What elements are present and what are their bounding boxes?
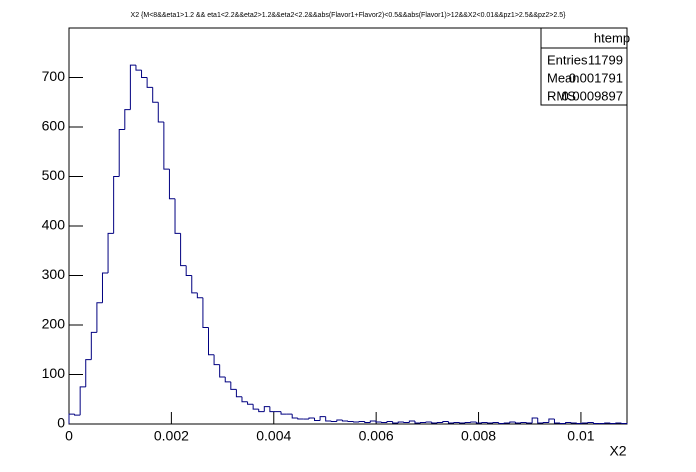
histogram-bin bbox=[369, 420, 376, 423]
y-tick-label: 200 bbox=[42, 316, 66, 332]
histogram-bin bbox=[414, 421, 421, 424]
histogram-bin bbox=[297, 418, 304, 420]
histogram-bin bbox=[68, 413, 75, 424]
histogram-bin bbox=[219, 364, 226, 378]
histogram-bin bbox=[291, 414, 298, 419]
histogram-bin bbox=[258, 409, 265, 413]
x-tick-label: 0.004 bbox=[256, 428, 291, 444]
stats-value: 11799 bbox=[588, 52, 623, 67]
histogram-bin bbox=[90, 331, 97, 360]
histogram-bin bbox=[118, 128, 125, 177]
histogram-bin bbox=[180, 233, 187, 267]
histogram-bin bbox=[269, 406, 276, 413]
y-tick-label: 100 bbox=[42, 365, 66, 381]
histogram-bin bbox=[107, 232, 114, 274]
histogram-bin bbox=[565, 422, 572, 424]
stats-frame bbox=[540, 27, 628, 106]
histogram-bin bbox=[341, 420, 348, 422]
chart-title: X2 {M<8&&eta1>1.2 && eta1<2.2&&eta2>1.2&… bbox=[131, 12, 567, 19]
histogram-bin bbox=[336, 419, 343, 422]
histogram-bin bbox=[325, 416, 332, 422]
histogram-bin bbox=[252, 404, 259, 410]
histogram-bin bbox=[509, 421, 516, 424]
histogram-bin bbox=[319, 416, 326, 421]
histogram-bin bbox=[386, 421, 393, 423]
histogram-bin bbox=[280, 411, 287, 415]
histogram-bin bbox=[263, 406, 270, 412]
histogram-bin bbox=[129, 64, 136, 110]
histogram-bin bbox=[113, 176, 120, 234]
x-tick-label: 0.006 bbox=[359, 428, 394, 444]
histogram-bin bbox=[447, 421, 455, 424]
x-axis-label: X2 bbox=[609, 443, 626, 459]
histogram-bin bbox=[79, 386, 86, 416]
histogram-bin bbox=[101, 272, 109, 303]
x-tick-label: 0.008 bbox=[461, 428, 496, 444]
histogram-bin bbox=[202, 297, 209, 328]
y-tick-label: 500 bbox=[42, 167, 66, 183]
histogram-bin bbox=[314, 418, 321, 422]
histogram-bin bbox=[247, 401, 254, 405]
histogram-bin bbox=[213, 354, 220, 366]
histogram-bin bbox=[537, 418, 544, 424]
histogram-bin bbox=[96, 302, 103, 333]
histogram-bin bbox=[241, 396, 248, 403]
y-tick-label: 600 bbox=[42, 118, 66, 134]
histogram-bin bbox=[620, 423, 628, 425]
stats-title: htemp bbox=[594, 30, 630, 45]
histogram-bin bbox=[74, 414, 81, 416]
stats-label: Mean bbox=[547, 70, 580, 85]
histogram-bin bbox=[475, 422, 482, 424]
histogram-bin bbox=[442, 421, 449, 423]
stats-value: 0.0009897 bbox=[562, 88, 623, 103]
stats-label: RMS bbox=[547, 88, 576, 103]
histogram-bin bbox=[208, 327, 215, 356]
histogram-bin bbox=[168, 169, 176, 200]
x-tick-label: 0.01 bbox=[567, 428, 594, 444]
histogram-bin bbox=[191, 275, 198, 294]
histogram-bin bbox=[146, 77, 153, 88]
x-tick-label: 0.002 bbox=[154, 428, 189, 444]
histogram-bin bbox=[174, 198, 181, 234]
histogram-bin bbox=[230, 381, 237, 390]
histogram-bin bbox=[308, 417, 315, 420]
histogram-bin bbox=[408, 420, 415, 423]
histogram-bin bbox=[531, 417, 538, 424]
histogram-bin bbox=[364, 421, 371, 424]
y-tick-label: 400 bbox=[42, 217, 66, 233]
histogram-bin bbox=[498, 422, 505, 425]
stats-value: 0.001791 bbox=[569, 70, 623, 85]
y-tick-label: 700 bbox=[42, 68, 66, 84]
histogram-bin bbox=[141, 70, 148, 78]
histogram-bin bbox=[152, 87, 159, 103]
histogram-bin bbox=[397, 421, 404, 424]
histogram-bin bbox=[375, 421, 382, 423]
histogram-bin bbox=[224, 376, 231, 383]
histogram-bin bbox=[135, 65, 142, 71]
x-tick-label: 0 bbox=[65, 428, 73, 444]
stats-box: htemp bbox=[540, 27, 630, 106]
histogram-bin bbox=[185, 265, 192, 276]
histogram-bin bbox=[431, 422, 438, 424]
histogram-bin bbox=[392, 421, 399, 424]
histogram-bin bbox=[553, 419, 561, 424]
histogram-bin bbox=[85, 359, 92, 387]
y-tick-label: 300 bbox=[42, 266, 66, 282]
histogram-bin bbox=[593, 422, 600, 425]
histogram-bin bbox=[157, 102, 164, 123]
y-tick-label: 0 bbox=[57, 415, 65, 431]
stats-label: Entries bbox=[547, 52, 588, 67]
histogram-bin bbox=[196, 292, 203, 299]
histogram-bin bbox=[548, 418, 555, 423]
histogram-bin bbox=[235, 389, 242, 398]
histogram-bin bbox=[124, 109, 131, 130]
histogram-bin bbox=[163, 122, 170, 170]
histogram-bin bbox=[514, 422, 521, 424]
